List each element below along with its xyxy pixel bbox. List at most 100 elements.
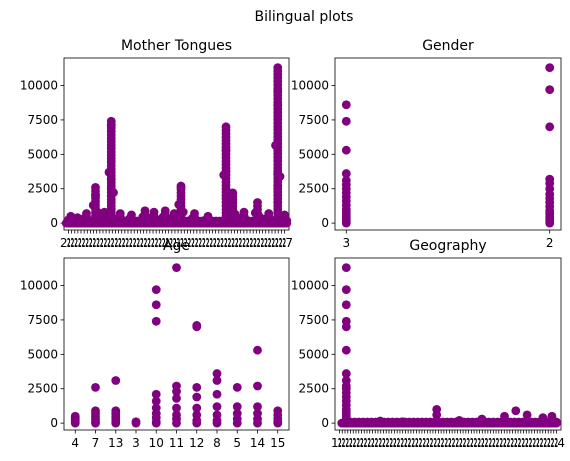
data-point [341, 218, 351, 228]
y-tick-label: 0 [321, 416, 329, 430]
data-point [341, 322, 351, 332]
data-point [432, 410, 442, 420]
data-point [255, 212, 265, 222]
x-tick-label: 5 [233, 436, 241, 450]
data-point [129, 216, 139, 226]
data-point [500, 411, 509, 421]
data-point [341, 145, 351, 155]
data-point [106, 121, 116, 130]
data-point [522, 410, 532, 420]
data-point [91, 191, 100, 201]
axes-frame [63, 57, 290, 231]
subplot-title: Age [163, 238, 190, 254]
data-point [545, 63, 555, 73]
data-point [151, 389, 161, 399]
data-point [172, 393, 181, 403]
y-tick-label: 7500 [298, 313, 329, 327]
data-point [273, 63, 283, 73]
data-point [221, 122, 231, 132]
data-point [192, 322, 202, 332]
data-point [232, 418, 242, 428]
data-point [375, 416, 385, 426]
x-tick-label-right: 4 [557, 436, 565, 450]
data-point [545, 122, 555, 132]
data-point [341, 345, 351, 355]
data-point [341, 300, 351, 310]
x-tick-label-right: 7 [285, 236, 293, 250]
x-tick-label: 8 [213, 436, 221, 450]
y-tick-label: 0 [50, 216, 58, 230]
data-point [172, 403, 181, 413]
data-point [70, 418, 80, 428]
data-point [174, 200, 184, 209]
data-point [111, 376, 121, 385]
x-tick-label: 3 [132, 436, 140, 450]
data-point [192, 215, 202, 225]
data-point [341, 263, 351, 273]
data-point [104, 167, 114, 177]
data-point [545, 218, 555, 228]
data-point [253, 381, 262, 391]
y-tick-label: 10000 [20, 279, 58, 293]
data-point [84, 215, 94, 225]
data-point [253, 345, 262, 355]
data-point [88, 200, 98, 210]
data-point [547, 411, 557, 421]
data-point [106, 182, 116, 192]
data-point [511, 406, 521, 416]
data-point [232, 382, 242, 392]
data-point [341, 100, 351, 110]
y-tick-label: 5000 [298, 147, 329, 161]
data-point [271, 140, 280, 150]
y-tick-label: 2500 [298, 182, 329, 196]
y-tick-label: 2500 [27, 182, 58, 196]
data-point [172, 387, 181, 396]
figure-suptitle: Bilingual plots [255, 9, 354, 25]
subplot-title: Gender [422, 38, 474, 54]
data-point [477, 414, 487, 424]
data-point [151, 418, 161, 428]
data-point [273, 86, 283, 96]
data-point [341, 169, 351, 178]
data-point [178, 207, 188, 217]
data-point [253, 198, 262, 207]
data-point [192, 392, 202, 402]
data-point [212, 402, 222, 412]
data-point [545, 85, 555, 95]
x-tick-label-left: 1 [331, 436, 339, 450]
data-point [91, 182, 100, 192]
y-tick-label: 5000 [27, 347, 58, 361]
data-point [273, 169, 283, 178]
y-tick-label: 7500 [298, 113, 329, 127]
x-tick-label: 11 [169, 436, 184, 450]
data-point [151, 300, 161, 310]
x-tick-label-left: 2 [60, 236, 68, 250]
data-point [226, 203, 235, 213]
data-point [241, 215, 251, 225]
y-tick-label: 10000 [20, 79, 58, 93]
x-tick-label: 10 [149, 436, 164, 450]
x-tick-label: 15 [270, 436, 285, 450]
data-point [341, 369, 351, 378]
data-point [273, 181, 283, 191]
data-point [341, 418, 351, 428]
data-point [91, 382, 100, 392]
y-tick-label: 2500 [298, 382, 329, 396]
x-tick-label: 12 [189, 436, 204, 450]
y-tick-label: 7500 [27, 113, 58, 127]
x-tick-label: 7 [92, 436, 100, 450]
y-tick-label: 10000 [291, 79, 329, 93]
y-tick-label: 2500 [27, 382, 58, 396]
axes-frame [334, 257, 562, 431]
data-point [219, 170, 229, 180]
y-tick-label: 7500 [27, 313, 58, 327]
data-point [106, 174, 116, 184]
y-tick-label: 5000 [27, 147, 58, 161]
data-point [221, 145, 231, 155]
data-point [176, 182, 186, 192]
x-tick-label: 3 [342, 236, 350, 250]
data-point [151, 396, 161, 406]
data-point [273, 198, 283, 207]
data-point [111, 418, 121, 428]
